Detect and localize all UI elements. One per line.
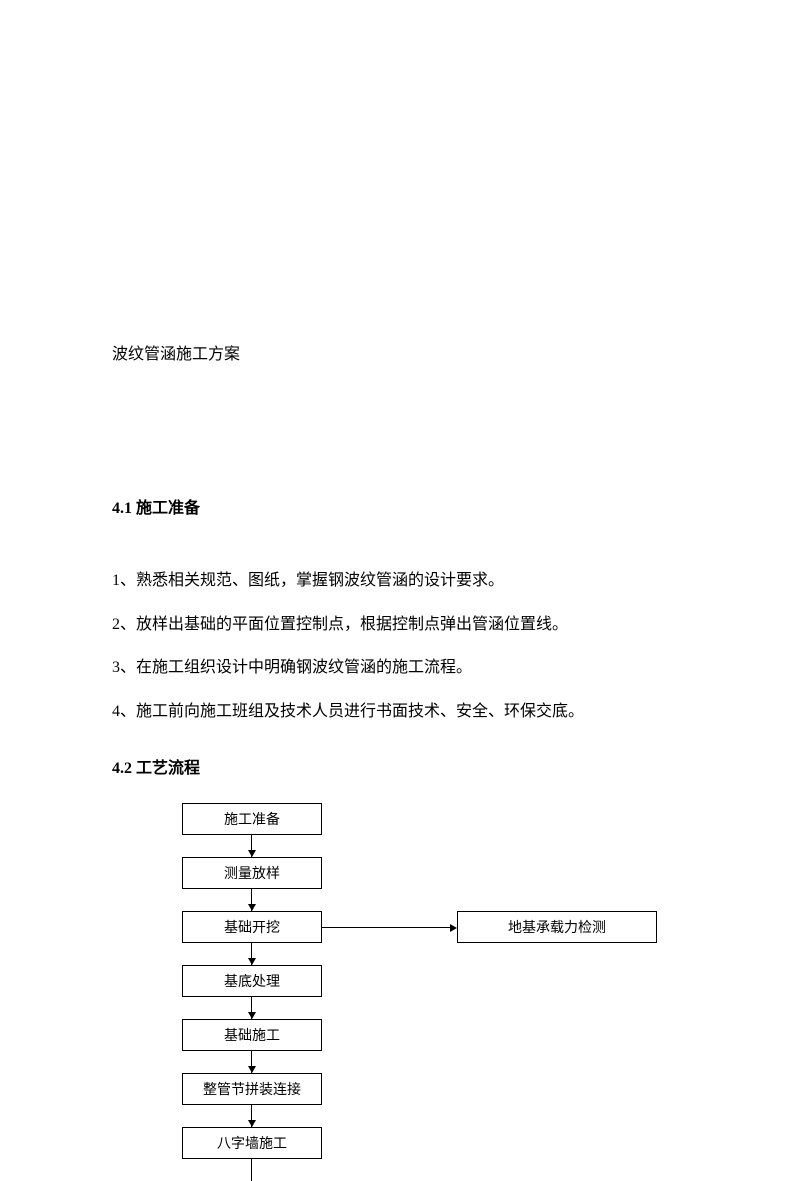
flow-node-assembly: 整管节拼装连接 <box>182 1073 322 1105</box>
flow-arrowhead-v5 <box>248 1066 256 1073</box>
flow-arrowhead-v6 <box>248 1120 256 1127</box>
flow-arrowhead-v3 <box>248 958 256 965</box>
flow-node-survey: 测量放样 <box>182 857 322 889</box>
list-item-4: 4、施工前向施工班组及技术人员进行书面技术、安全、环保交底。 <box>112 699 681 725</box>
flow-node-bearing-test: 地基承载力检测 <box>457 911 657 943</box>
document-title: 波纹管涵施工方案 <box>112 340 681 364</box>
list-item-2: 2、放样出基础的平面位置控制点，根据控制点弹出管涵位置线。 <box>112 612 681 638</box>
flow-node-excavate: 基础开挖 <box>182 911 322 943</box>
list-item-1: 1、熟悉相关规范、图纸，掌握钢波纹管涵的设计要求。 <box>112 568 681 594</box>
flow-node-wall: 八字墙施工 <box>182 1127 322 1159</box>
section-41-heading: 4.1 施工准备 <box>112 494 681 518</box>
flow-arrowhead-v2 <box>248 904 256 911</box>
flow-node-prep: 施工准备 <box>182 803 322 835</box>
flow-node-base-treat: 基底处理 <box>182 965 322 997</box>
flow-arrowhead-v1 <box>248 850 256 857</box>
list-item-3: 3、在施工组织设计中明确钢波纹管涵的施工流程。 <box>112 655 681 681</box>
flow-arrow-h1 <box>322 927 450 928</box>
flow-arrow-v7 <box>251 1159 252 1181</box>
flow-arrowhead-h1 <box>450 924 457 932</box>
section-42-heading: 4.2 工艺流程 <box>112 754 681 778</box>
flow-arrowhead-v4 <box>248 1012 256 1019</box>
flow-node-foundation: 基础施工 <box>182 1019 322 1051</box>
